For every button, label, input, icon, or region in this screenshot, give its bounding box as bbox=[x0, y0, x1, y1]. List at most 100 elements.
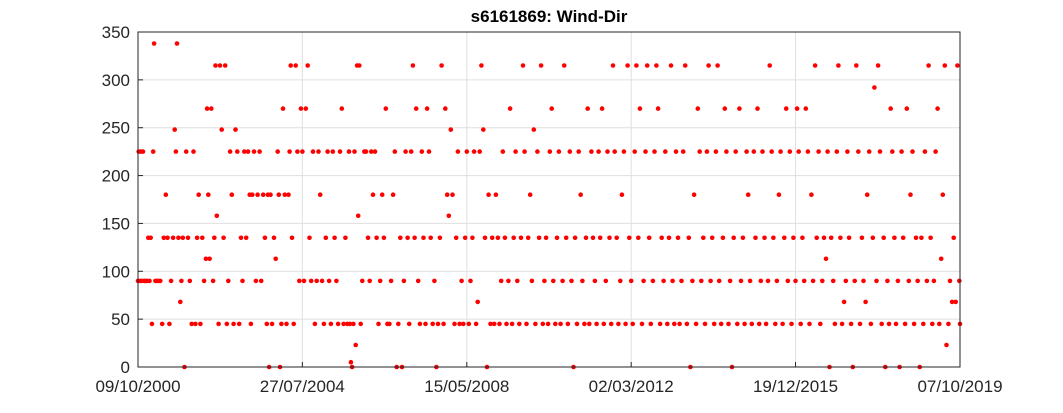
data-point bbox=[902, 321, 908, 327]
data-point bbox=[957, 278, 962, 284]
data-point bbox=[807, 321, 812, 327]
data-point bbox=[235, 149, 240, 154]
data-point bbox=[560, 278, 565, 284]
data-point bbox=[680, 149, 686, 154]
data-point bbox=[301, 278, 307, 284]
data-point bbox=[755, 106, 760, 111]
data-point bbox=[257, 149, 262, 154]
data-point bbox=[720, 235, 726, 241]
data-point bbox=[709, 235, 715, 241]
data-point bbox=[672, 321, 677, 327]
x-tick-label: 09/10/2000 bbox=[95, 377, 180, 396]
data-point bbox=[240, 278, 245, 284]
data-point bbox=[346, 149, 352, 154]
data-point bbox=[793, 278, 798, 284]
data-point bbox=[899, 149, 904, 154]
data-point bbox=[377, 278, 383, 284]
data-point bbox=[300, 149, 305, 154]
data-point bbox=[251, 149, 257, 154]
data-point bbox=[763, 321, 769, 327]
data-point bbox=[549, 106, 554, 111]
data-point bbox=[828, 235, 834, 241]
data-point bbox=[423, 321, 428, 327]
data-point bbox=[314, 278, 320, 284]
data-point bbox=[388, 278, 394, 284]
data-point bbox=[836, 63, 841, 68]
data-point bbox=[275, 149, 281, 154]
data-point bbox=[217, 63, 223, 68]
data-point bbox=[890, 149, 895, 154]
data-point bbox=[940, 192, 946, 197]
x-tick-label: 27/07/2004 bbox=[260, 377, 345, 396]
data-point bbox=[500, 149, 506, 154]
data-point bbox=[183, 149, 189, 154]
y-tick-label: 150 bbox=[102, 214, 130, 233]
data-point bbox=[691, 192, 697, 197]
data-point bbox=[330, 149, 336, 154]
data-point bbox=[231, 321, 236, 327]
data-point bbox=[303, 106, 309, 111]
data-point bbox=[576, 149, 581, 154]
data-point bbox=[477, 149, 483, 154]
data-point bbox=[284, 321, 289, 327]
data-point bbox=[758, 278, 764, 284]
x-axis: 09/10/2000 27/07/2004 15/05/2008 02/03/2012… bbox=[95, 362, 1003, 396]
data-point bbox=[209, 106, 214, 111]
data-point bbox=[401, 278, 407, 284]
data-point bbox=[677, 321, 682, 327]
data-point bbox=[592, 278, 598, 284]
data-point bbox=[520, 63, 526, 68]
data-point bbox=[722, 106, 728, 111]
data-point bbox=[605, 149, 610, 154]
data-point bbox=[818, 321, 823, 327]
data-point bbox=[800, 235, 805, 241]
data-point bbox=[390, 192, 396, 197]
data-point bbox=[540, 321, 546, 327]
data-point bbox=[668, 63, 674, 68]
data-point bbox=[355, 213, 361, 219]
data-point bbox=[462, 235, 468, 241]
data-point bbox=[180, 235, 186, 241]
data-point bbox=[663, 149, 668, 154]
data-point bbox=[248, 321, 254, 327]
data-point bbox=[648, 321, 654, 327]
data-point bbox=[473, 321, 479, 327]
data-point bbox=[527, 192, 533, 197]
data-point bbox=[652, 149, 657, 154]
data-point bbox=[542, 278, 547, 284]
data-point bbox=[838, 235, 843, 241]
data-point bbox=[789, 321, 794, 327]
data-point bbox=[262, 235, 268, 241]
data-point bbox=[353, 342, 359, 348]
data-point bbox=[706, 63, 711, 68]
data-point bbox=[679, 278, 684, 284]
data-point bbox=[919, 235, 924, 241]
data-point bbox=[163, 192, 169, 197]
data-point bbox=[913, 235, 919, 241]
data-point bbox=[511, 235, 516, 241]
data-point bbox=[926, 63, 931, 68]
data-point bbox=[924, 278, 930, 284]
data-point bbox=[405, 235, 410, 241]
data-point bbox=[625, 63, 630, 68]
data-point bbox=[493, 192, 499, 197]
data-point bbox=[348, 359, 354, 365]
data-point bbox=[832, 321, 838, 327]
data-point bbox=[587, 321, 592, 327]
data-point bbox=[151, 41, 157, 46]
data-point bbox=[603, 278, 609, 284]
data-point bbox=[200, 235, 205, 241]
data-point bbox=[347, 321, 353, 327]
x-tick-label: 19/12/2015 bbox=[753, 377, 838, 396]
data-point bbox=[170, 235, 176, 241]
data-point bbox=[518, 235, 524, 241]
data-point bbox=[178, 299, 183, 305]
data-point bbox=[524, 321, 529, 327]
data-point bbox=[583, 235, 589, 241]
data-point bbox=[369, 149, 374, 154]
data-point bbox=[659, 235, 664, 241]
data-point bbox=[908, 192, 913, 197]
data-point bbox=[697, 149, 702, 154]
data-point bbox=[196, 192, 201, 197]
data-point bbox=[486, 192, 491, 197]
